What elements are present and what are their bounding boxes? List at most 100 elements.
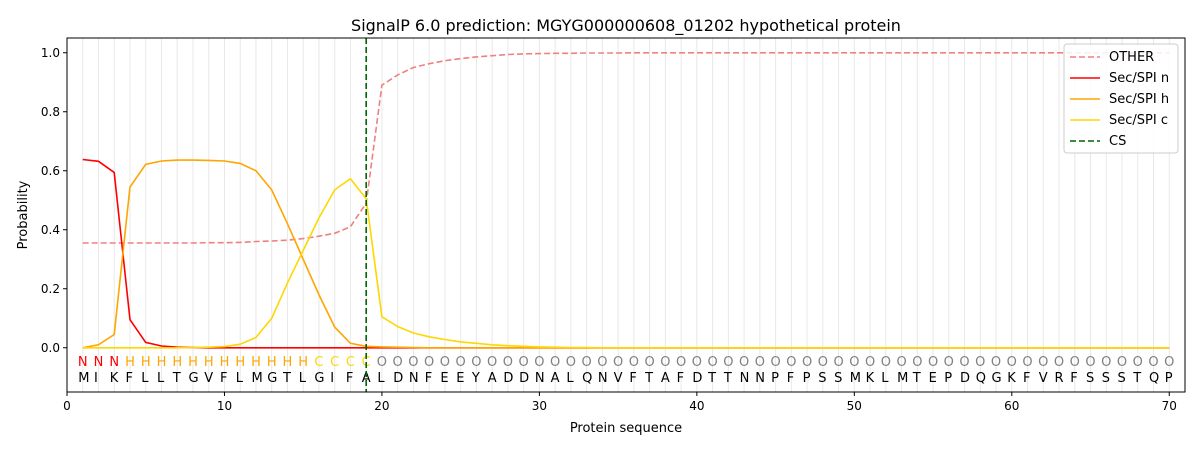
region-label: O (865, 355, 875, 370)
region-label: O (1022, 355, 1032, 370)
protein-sequence: MIKFLLTGVFLMGTLGIFALDNFEEYADDNALQNVFTAFD… (78, 371, 1173, 386)
region-label: O (1007, 355, 1017, 370)
chart-title: SignalP 6.0 prediction: MGYG000000608_01… (351, 16, 901, 36)
region-label: O (739, 355, 749, 370)
y-tick-label: 1.0 (41, 46, 60, 60)
region-label: O (881, 355, 891, 370)
region-label: O (928, 355, 938, 370)
x-tick-label: 40 (689, 399, 704, 413)
region-label: O (676, 355, 686, 370)
region-label: O (613, 355, 623, 370)
region-label: O (833, 355, 843, 370)
region-label: O (597, 355, 607, 370)
region-label: O (440, 355, 450, 370)
region-label: O (534, 355, 544, 370)
y-tick-label: 0.6 (41, 164, 60, 178)
y-tick-label: 0.2 (41, 282, 60, 296)
region-label: N (109, 355, 119, 370)
x-tick-label: 20 (374, 399, 389, 413)
region-label: H (125, 355, 135, 370)
series-line-sec-spi-c (82, 177, 1170, 349)
region-label: O (550, 355, 560, 370)
y-tick-label: 0.4 (41, 223, 60, 237)
region-label: H (188, 355, 198, 370)
x-axis-label: Protein sequence (570, 421, 682, 436)
region-label: O (1117, 355, 1127, 370)
region-label: O (786, 355, 796, 370)
region-label: O (660, 355, 670, 370)
x-tick-label: 30 (532, 399, 547, 413)
region-label: O (582, 355, 592, 370)
region-label: O (1054, 355, 1064, 370)
region-label: O (849, 355, 859, 370)
region-label: O (503, 355, 513, 370)
x-tick-label: 70 (1162, 399, 1177, 413)
region-label: O (755, 355, 765, 370)
region-label: H (283, 355, 293, 370)
region-label: O (645, 355, 655, 370)
region-label: O (1164, 355, 1174, 370)
region-label: O (424, 355, 434, 370)
series-line-other (82, 52, 1170, 244)
region-label: O (692, 355, 702, 370)
series-line-sec-spi-h (82, 159, 1170, 349)
region-label: C (346, 355, 355, 370)
region-label: O (1038, 355, 1048, 370)
region-label: O (629, 355, 639, 370)
region-label: O (802, 355, 812, 370)
region-label: N (78, 355, 88, 370)
region-label: O (770, 355, 780, 370)
x-tick-label: 10 (217, 399, 232, 413)
region-label: H (220, 355, 230, 370)
region-label: O (896, 355, 906, 370)
region-label: O (1070, 355, 1080, 370)
x-tick-label: 50 (847, 399, 862, 413)
region-label: O (377, 355, 387, 370)
region-label: O (566, 355, 576, 370)
y-axis-label: Probability (16, 180, 31, 249)
y-tick-label: 0.8 (41, 105, 60, 119)
region-label: O (944, 355, 954, 370)
region-label: O (519, 355, 529, 370)
region-label: O (456, 355, 466, 370)
axes-frame (66, 37, 1186, 393)
region-label: H (172, 355, 182, 370)
region-label: O (471, 355, 481, 370)
legend-entry: Sec/SPI h (1109, 92, 1169, 107)
series-line-sec-spi-n (82, 158, 1170, 349)
region-label: H (235, 355, 245, 370)
y-tick-label: 0.0 (41, 341, 60, 355)
region-label: C (330, 355, 339, 370)
x-tick-label: 60 (1004, 399, 1019, 413)
legend-box (1063, 43, 1179, 154)
region-label: O (912, 355, 922, 370)
region-label: C (314, 355, 323, 370)
region-label: O (1148, 355, 1158, 370)
region-label: H (204, 355, 214, 370)
region-label: H (298, 355, 308, 370)
region-label: H (251, 355, 261, 370)
region-label: N (94, 355, 104, 370)
region-label: O (1085, 355, 1095, 370)
region-label: O (408, 355, 418, 370)
legend-entry: Sec/SPI n (1109, 71, 1169, 86)
x-tick-label: 0 (63, 399, 71, 413)
legend-entry: CS (1109, 134, 1126, 149)
region-label: O (707, 355, 717, 370)
region-label: O (723, 355, 733, 370)
region-label: H (267, 355, 277, 370)
region-label: O (1101, 355, 1111, 370)
region-label: O (991, 355, 1001, 370)
region-label: O (1133, 355, 1143, 370)
region-label: O (959, 355, 969, 370)
region-label: H (141, 355, 151, 370)
legend-entry: OTHER (1109, 50, 1154, 65)
region-label: O (818, 355, 828, 370)
region-label: O (975, 355, 985, 370)
region-label: O (393, 355, 403, 370)
region-label: O (487, 355, 497, 370)
legend-entry: Sec/SPI c (1109, 113, 1168, 128)
region-label: H (157, 355, 167, 370)
